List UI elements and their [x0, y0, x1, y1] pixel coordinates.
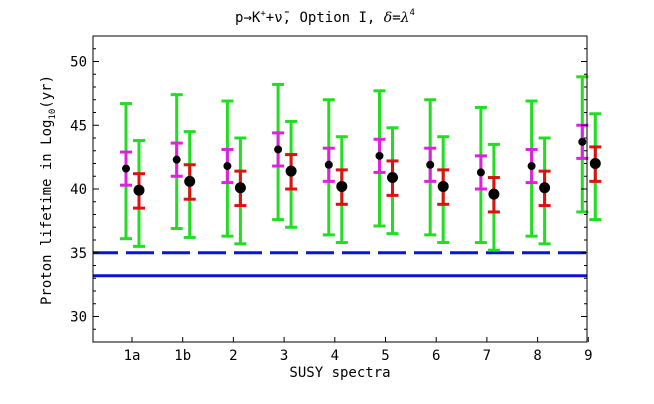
data-point-right-1a [133, 184, 145, 196]
data-point-left-3 [274, 145, 283, 154]
y-tick-label-40: 40 [70, 182, 87, 198]
title-plus-nu: +ν̄, [266, 10, 291, 26]
chart-title: p→K++ν̄, Option I, δ=λ4 [235, 8, 415, 26]
data-point-left-1b [172, 155, 181, 164]
data-point-left-6 [426, 160, 435, 169]
x-axis: 1a 1b 2 3 4 5 6 7 8 9 [124, 337, 593, 364]
y-tick-label-45: 45 [70, 118, 87, 134]
y-tick-label-35: 35 [70, 246, 87, 262]
y-axis: 30 35 40 45 50 [70, 35, 587, 343]
title-exponent: 4 [410, 8, 415, 18]
y-tick-label-30: 30 [70, 310, 87, 326]
x-tick-label-5: 5 [381, 348, 389, 364]
title-reaction: p→K [235, 10, 261, 26]
x-tick-label-8: 8 [533, 348, 541, 364]
x-tick-label-1b: 1b [174, 348, 191, 364]
data-point-left-5 [375, 151, 384, 160]
data-point-right-6 [437, 180, 449, 192]
x-tick-label-1a: 1a [124, 348, 141, 364]
data-point-right-3 [285, 165, 297, 177]
data-point-left-1a [122, 164, 130, 173]
title-option: Option I, [291, 10, 384, 26]
y-axis-label-prefix: Proton lifetime in Log [39, 120, 55, 305]
data-point-right-8 [539, 182, 551, 194]
data-point-right-2 [234, 182, 246, 194]
data-point-right-4 [336, 180, 348, 192]
data-point-left-8 [527, 162, 536, 171]
title-lambda: λ [400, 10, 410, 26]
title-delta: δ [384, 10, 392, 26]
data-point-left-9 [578, 137, 587, 146]
x-tick-label-9: 9 [584, 348, 592, 364]
plot-area [93, 75, 602, 278]
x-tick-label-6: 6 [432, 348, 440, 364]
title-kaon-charge: + [260, 9, 266, 19]
x-tick-label-7: 7 [483, 348, 491, 364]
y-axis-label-subscript: 10 [48, 109, 58, 120]
x-axis-label: SUSY spectra [289, 365, 390, 381]
data-point-left-4 [324, 160, 333, 169]
y-tick-label-50: 50 [70, 55, 87, 71]
data-point-right-1b [184, 175, 196, 187]
x-tick-label-2: 2 [229, 348, 237, 364]
data-point-right-9 [589, 158, 601, 169]
data-point-right-5 [387, 172, 398, 184]
title-equals: = [392, 10, 400, 26]
data-point-left-7 [476, 168, 485, 177]
data-point-right-7 [488, 188, 500, 200]
x-tick-label-3: 3 [280, 348, 288, 364]
data-point-left-2 [223, 162, 232, 171]
x-tick-label-4: 4 [331, 348, 339, 364]
y-axis-label: Proton lifetime in Log10(yr) [39, 75, 58, 305]
y-axis-label-suffix: (yr) [39, 75, 55, 109]
